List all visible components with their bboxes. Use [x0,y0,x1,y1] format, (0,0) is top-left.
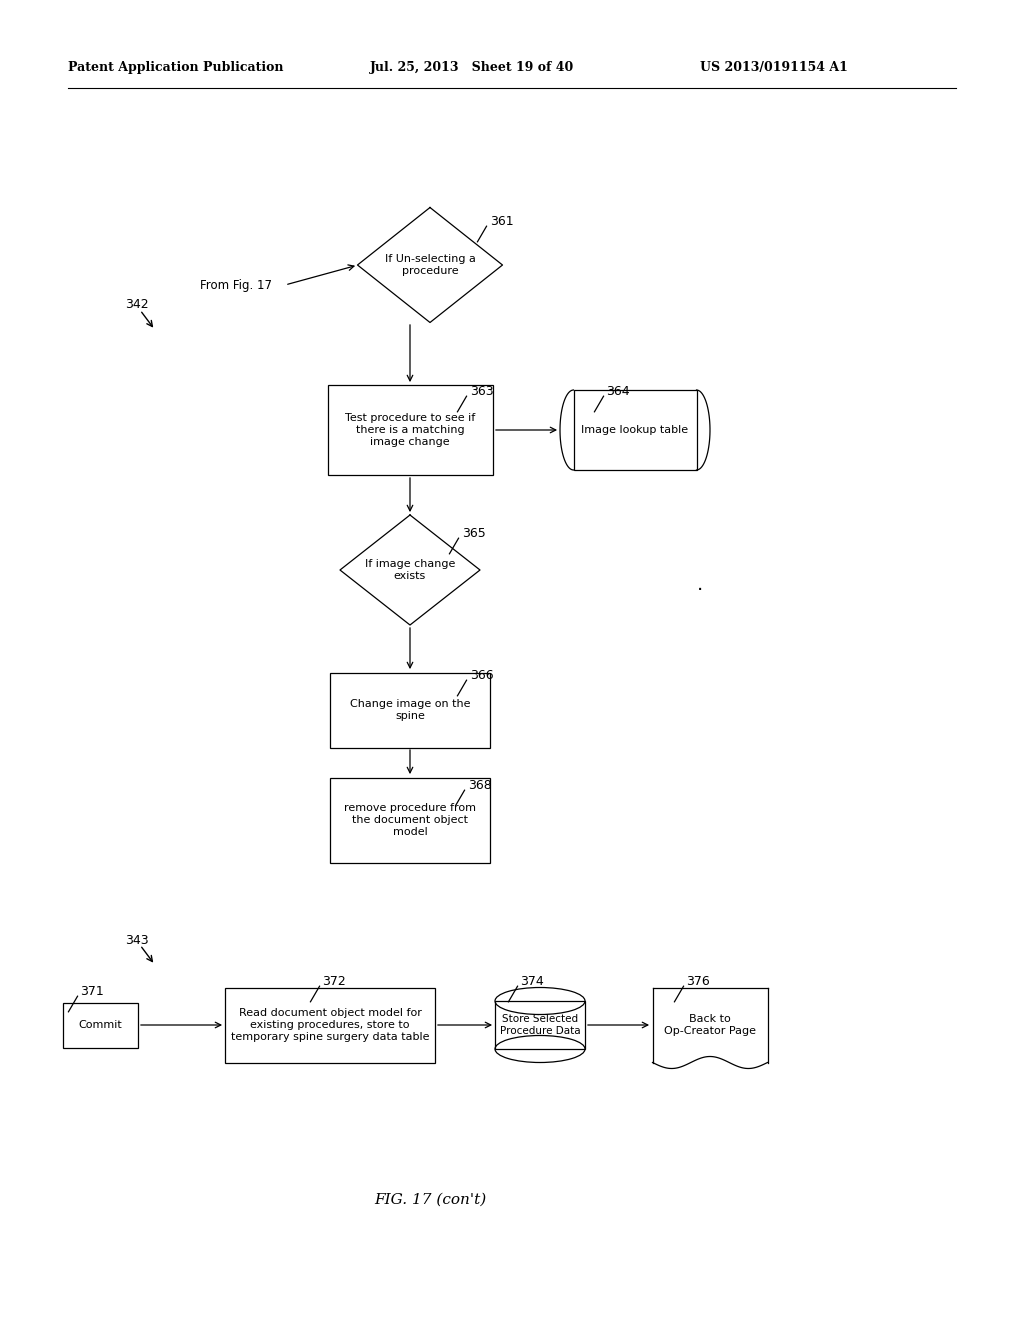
Text: 363: 363 [470,385,494,399]
Text: Change image on the
spine: Change image on the spine [350,700,470,721]
Text: 361: 361 [490,215,514,228]
Text: Image lookup table: Image lookup table [582,425,688,436]
Text: remove procedure from
the document object
model: remove procedure from the document objec… [344,804,476,837]
Text: 368: 368 [468,779,492,792]
Text: Jul. 25, 2013   Sheet 19 of 40: Jul. 25, 2013 Sheet 19 of 40 [370,62,574,74]
Bar [62,1002,137,1048]
Text: 371: 371 [80,985,103,998]
Text: ·: · [697,581,703,599]
Text: 365: 365 [462,527,485,540]
Text: FIG. 17 (con't): FIG. 17 (con't) [374,1193,486,1206]
Bar [330,777,490,862]
Text: US 2013/0191154 A1: US 2013/0191154 A1 [700,62,848,74]
Text: 343: 343 [125,933,148,946]
Text: Read document object model for
existing procedures, store to
temporary spine sur: Read document object model for existing … [230,1008,429,1041]
Text: Commit: Commit [78,1020,122,1030]
Text: From Fig. 17: From Fig. 17 [200,279,272,292]
Text: 342: 342 [125,298,148,312]
Text: 364: 364 [606,385,630,399]
Text: 374: 374 [520,975,544,987]
Text: Patent Application Publication: Patent Application Publication [68,62,284,74]
Text: Back to
Op-Creator Page: Back to Op-Creator Page [664,1014,756,1036]
Bar [225,987,435,1063]
Bar [328,385,493,475]
Text: 366: 366 [470,669,494,682]
Text: Test procedure to see if
there is a matching
image change: Test procedure to see if there is a matc… [345,413,475,446]
Text: If Un-selecting a
procedure: If Un-selecting a procedure [385,255,475,276]
Text: 372: 372 [322,975,346,987]
Bar [495,1001,585,1049]
Text: 376: 376 [686,975,710,987]
Bar [573,389,696,470]
Text: If image change
exists: If image change exists [365,560,456,581]
Bar [330,672,490,747]
Text: Store Selected
Procedure Data: Store Selected Procedure Data [500,1014,581,1036]
